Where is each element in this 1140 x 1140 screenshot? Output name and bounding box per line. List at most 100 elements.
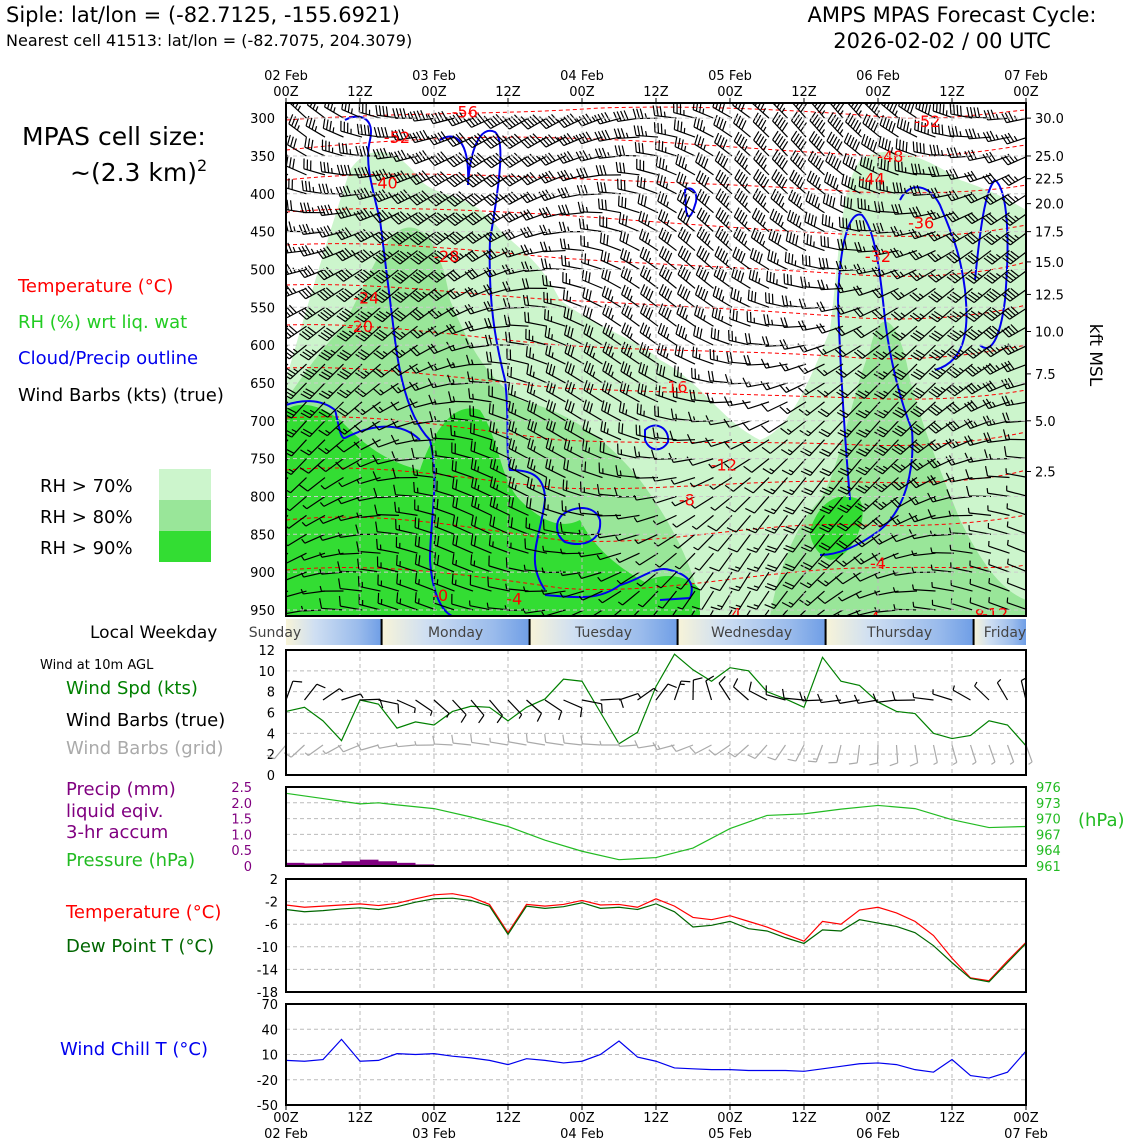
- barb-flag: [422, 150, 430, 160]
- barb-staff: [416, 193, 437, 206]
- barb-staff: [612, 609, 622, 616]
- barb-staff: [712, 106, 733, 119]
- barb-staff: [564, 370, 585, 384]
- barb-flag: [412, 235, 422, 244]
- profile-barb: [559, 548, 585, 555]
- barb-flag: [483, 179, 492, 188]
- barb-flag: [486, 301, 493, 311]
- barb-flag: [570, 365, 575, 376]
- barb-flag: [399, 250, 409, 259]
- barb-flag: [507, 174, 517, 183]
- profile-barb: [709, 348, 733, 365]
- barb-flag: [467, 234, 477, 242]
- barb-flag: [339, 186, 345, 197]
- barb-flag: [263, 393, 272, 398]
- profile-barb: [713, 265, 733, 289]
- barb-staff: [728, 339, 751, 346]
- barb-staff: [600, 430, 622, 441]
- barb-flag: [470, 232, 480, 241]
- barb-staff: [828, 514, 844, 533]
- barb-half-flag: [330, 167, 333, 174]
- barb-half-flag: [549, 280, 552, 287]
- barb-flag: [504, 119, 513, 128]
- profile-barb: [800, 552, 825, 571]
- profile-barb: [316, 246, 344, 260]
- profile-barb: [353, 208, 381, 222]
- profile-barb: [469, 405, 492, 422]
- barb-staff: [713, 124, 733, 138]
- barb-flag: [445, 117, 453, 127]
- profile-barb: [637, 590, 659, 608]
- barb-flag: [675, 323, 680, 335]
- barb-staff: [767, 259, 788, 270]
- barb-flag: [820, 428, 831, 435]
- barb-flag: [751, 207, 758, 218]
- barb-flag: [585, 306, 590, 318]
- barb-flag: [636, 108, 641, 119]
- barb-staff: [580, 491, 603, 498]
- barb-flag: [588, 308, 593, 319]
- barb-flag: [486, 267, 494, 277]
- barb-flag: [606, 252, 610, 264]
- profile-barb: [727, 533, 751, 553]
- barb-half-flag: [388, 211, 393, 217]
- barb-flag: [391, 276, 401, 284]
- barb-staff: [433, 117, 455, 125]
- barb-flag: [433, 174, 442, 183]
- barb-flag: [317, 447, 327, 455]
- barb-flag: [519, 211, 527, 221]
- barb-flag: [396, 592, 399, 603]
- profile-barb: [468, 388, 492, 403]
- barb-staff: [617, 136, 640, 140]
- barb-flag: [267, 468, 276, 472]
- barb-flag: [733, 289, 737, 300]
- barb-flag: [525, 346, 528, 357]
- barb-staff: [580, 193, 603, 196]
- barb-flag: [692, 346, 695, 357]
- barb-flag: [286, 375, 291, 380]
- barb-flag: [811, 194, 816, 205]
- barb-staff: [472, 174, 492, 188]
- barb-flag: [335, 461, 344, 470]
- profile-barb: [632, 609, 640, 616]
- barb-staff: [679, 552, 696, 570]
- barb-flag: [567, 363, 572, 374]
- barb-flag: [391, 257, 401, 265]
- barb-staff: [306, 495, 326, 510]
- barb-flag: [412, 195, 421, 204]
- profile-barb: [524, 538, 548, 554]
- barb-half-flag: [523, 586, 526, 592]
- profile-barb: [340, 120, 363, 138]
- barb-flag: [552, 403, 557, 414]
- barb-half-flag: [828, 486, 834, 490]
- barb-flag: [772, 210, 778, 221]
- barb-half-flag: [415, 384, 420, 390]
- profile-barb: [819, 458, 844, 477]
- barb-staff: [525, 609, 548, 614]
- profile-barb: [782, 552, 807, 572]
- barb-flag: [700, 138, 705, 149]
- barb-flag: [544, 477, 548, 489]
- barb-flag: [474, 478, 478, 489]
- barb-flag: [414, 553, 418, 565]
- barb-flag: [677, 284, 683, 295]
- barb-staff: [747, 320, 770, 327]
- barb-flag: [342, 368, 352, 375]
- barb-flag: [655, 156, 659, 167]
- barb-flag: [507, 211, 516, 220]
- barb-flag: [452, 175, 461, 184]
- barb-flag: [430, 176, 439, 185]
- barb-flag: [391, 130, 397, 141]
- barb-flag: [501, 214, 510, 223]
- barb-staff: [791, 477, 807, 495]
- profile-barb: [753, 131, 770, 157]
- barb-flag: [757, 174, 765, 184]
- barb-flag: [533, 403, 537, 414]
- barb-staff: [828, 439, 844, 457]
- barb-flag: [394, 501, 397, 513]
- barb-half-flag: [821, 110, 826, 116]
- barb-flag: [643, 178, 646, 189]
- profile-barb: [614, 487, 640, 498]
- barb-staff: [562, 510, 585, 516]
- barb-half-flag: [729, 400, 733, 406]
